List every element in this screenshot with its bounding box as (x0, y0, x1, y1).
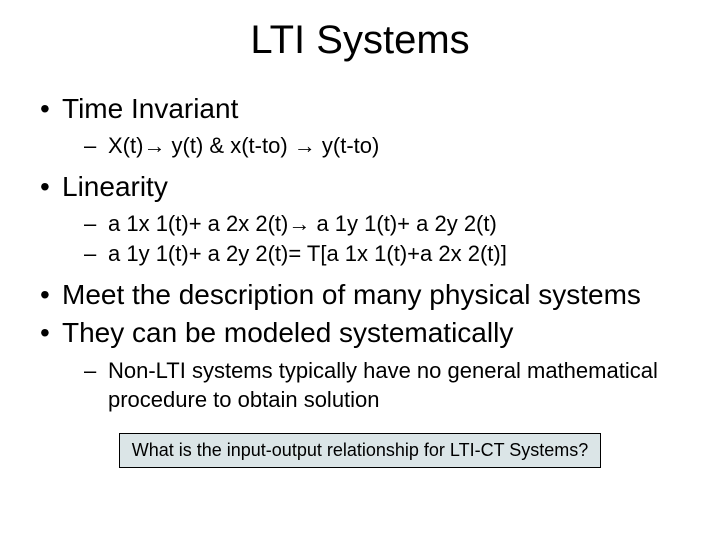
bullet-text: Meet the description of many physical sy… (62, 279, 641, 310)
bullet-text: Linearity (62, 171, 168, 202)
bullet-list: Time Invariant X(t)→ y(t) & x(t-to) → y(… (36, 91, 684, 415)
bullet-text: They can be modeled systematically (62, 317, 513, 348)
bullet-item: Time Invariant X(t)→ y(t) & x(t-to) → y(… (36, 91, 684, 161)
sub-list: X(t)→ y(t) & x(t-to) → y(t-to) (62, 131, 684, 161)
callout-container: What is the input-output relationship fo… (36, 433, 684, 468)
sub-item: a 1x 1(t)+ a 2x 2(t)→ a 1y 1(t)+ a 2y 2(… (62, 209, 684, 239)
slide: LTI Systems Time Invariant X(t)→ y(t) & … (0, 0, 720, 540)
callout-text: What is the input-output relationship fo… (132, 440, 589, 460)
bullet-item: Linearity a 1x 1(t)+ a 2x 2(t)→ a 1y 1(t… (36, 169, 684, 269)
sub-item: Non-LTI systems typically have no genera… (62, 356, 684, 415)
sub-list: a 1x 1(t)+ a 2x 2(t)→ a 1y 1(t)+ a 2y 2(… (62, 209, 684, 268)
callout-box: What is the input-output relationship fo… (119, 433, 602, 468)
sub-list: Non-LTI systems typically have no genera… (62, 356, 684, 415)
bullet-item: They can be modeled systematically Non-L… (36, 315, 684, 415)
sub-item: X(t)→ y(t) & x(t-to) → y(t-to) (62, 131, 684, 161)
sub-text: X(t)→ y(t) & x(t-to) → y(t-to) (108, 133, 379, 158)
sub-text: Non-LTI systems typically have no genera… (108, 358, 658, 413)
sub-item: a 1y 1(t)+ a 2y 2(t)= T[a 1x 1(t)+a 2x 2… (62, 239, 684, 269)
sub-text: a 1x 1(t)+ a 2x 2(t)→ a 1y 1(t)+ a 2y 2(… (108, 211, 497, 236)
slide-title: LTI Systems (36, 18, 684, 63)
bullet-item: Meet the description of many physical sy… (36, 277, 684, 313)
bullet-text: Time Invariant (62, 93, 238, 124)
sub-text: a 1y 1(t)+ a 2y 2(t)= T[a 1x 1(t)+a 2x 2… (108, 241, 507, 266)
